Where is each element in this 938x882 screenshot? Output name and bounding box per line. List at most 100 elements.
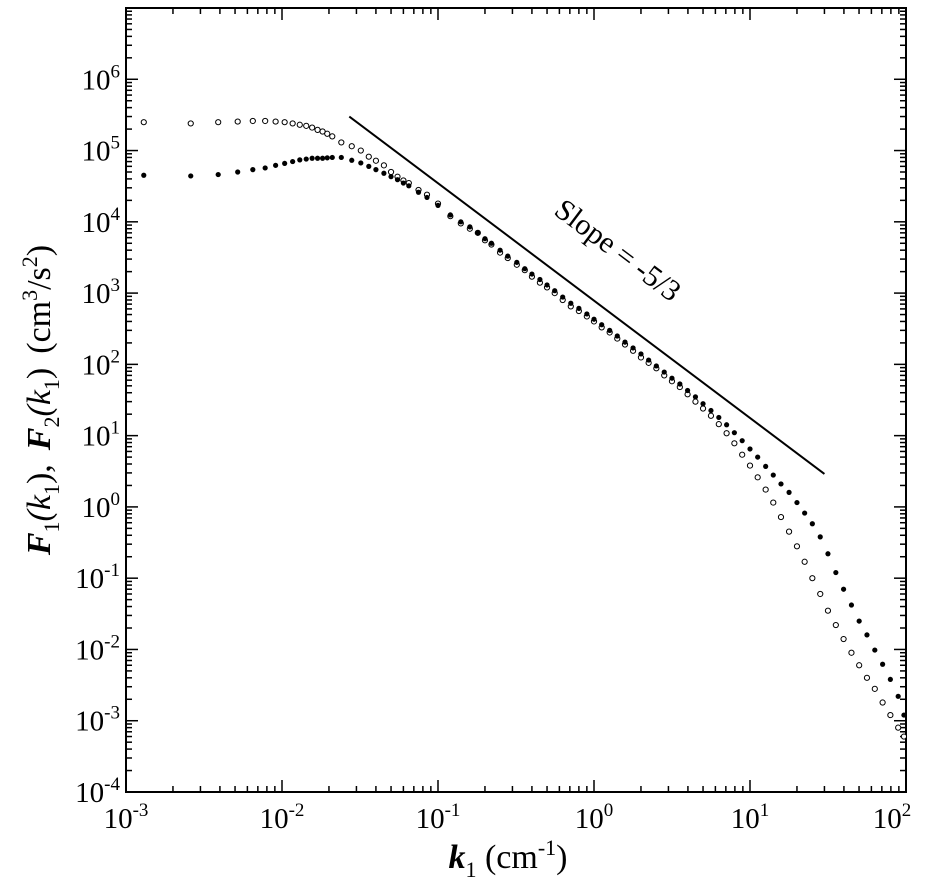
- open-circle-point: [338, 139, 345, 146]
- filled-circle-point: [560, 294, 566, 300]
- open-circle-point: [840, 635, 847, 643]
- filled-circle-point: [576, 305, 582, 311]
- filled-circle-point: [475, 230, 481, 236]
- open-circle-point: [817, 590, 824, 598]
- y-tick-label: 100: [82, 489, 121, 524]
- y-tick-label: 102: [82, 346, 121, 381]
- filled-circle-point: [497, 247, 503, 253]
- y-tick-label: 105: [82, 133, 121, 168]
- y-tick-label: 10-3: [75, 703, 120, 738]
- series-filled-circles: [141, 154, 907, 718]
- filled-circle-point: [273, 162, 279, 168]
- y-tick-label: 10-1: [75, 560, 120, 595]
- y-tick-label: 101: [82, 418, 121, 453]
- filled-circle-point: [568, 300, 574, 306]
- slope-annotation: Slope = -5/3: [548, 193, 687, 309]
- y-tick-label: 106: [82, 61, 121, 96]
- filled-circle-point: [872, 647, 878, 653]
- filled-circle-point: [825, 551, 831, 557]
- x-tick-label: 10-2: [260, 800, 305, 835]
- filled-circle-point: [669, 375, 675, 381]
- open-circle-point: [731, 440, 738, 447]
- open-circle-point: [348, 143, 355, 150]
- open-circle-point: [234, 118, 241, 125]
- open-circle-point: [785, 528, 793, 535]
- plot-frame: [125, 7, 907, 793]
- open-circle-point: [309, 124, 316, 131]
- open-circle-point: [262, 117, 269, 125]
- slope-reference-line: [348, 115, 826, 475]
- y-axis-label: F1(k1),F2(k1)(cm3/s2): [17, 245, 64, 556]
- open-circle-point: [365, 153, 372, 160]
- filled-circle-point: [373, 167, 379, 173]
- filled-circle-point: [400, 180, 406, 186]
- open-circle-point: [762, 486, 769, 493]
- filled-circle-point: [848, 602, 855, 608]
- filled-circle-point: [856, 618, 862, 624]
- filled-circle-point: [901, 712, 907, 718]
- filled-circle-point: [755, 454, 761, 460]
- filled-circle-point: [488, 240, 495, 246]
- filled-circle-point: [415, 189, 422, 195]
- filled-circle-point: [716, 414, 722, 421]
- filled-circle-point: [435, 202, 441, 208]
- filled-circle-point: [188, 173, 194, 179]
- filled-circle-point: [638, 351, 644, 357]
- filled-circle-point: [817, 534, 823, 540]
- open-circle-point: [272, 118, 279, 125]
- filled-circle-point: [661, 369, 667, 375]
- open-circle-point: [324, 130, 331, 137]
- filled-circle-point: [303, 156, 309, 162]
- filled-circle-point: [646, 357, 652, 363]
- filled-circle-point: [607, 327, 613, 333]
- filled-circle-point: [447, 212, 453, 218]
- filled-circle-point: [833, 569, 839, 576]
- filled-circle-point: [809, 521, 815, 527]
- filled-circle-point: [282, 160, 288, 167]
- axis-ticks: [125, 7, 907, 793]
- open-circle-point: [895, 724, 902, 731]
- filled-circle-point: [338, 154, 344, 161]
- filled-circle-point: [314, 155, 321, 161]
- filled-circle-point: [297, 157, 303, 163]
- filled-circle-point: [290, 158, 296, 165]
- open-circle-point: [824, 607, 832, 614]
- filled-circle-point: [584, 311, 590, 317]
- open-circle-point: [801, 558, 808, 565]
- filled-circle-point: [366, 163, 372, 169]
- open-circle-point: [314, 126, 321, 133]
- x-tick-label: 10-1: [416, 800, 461, 835]
- filled-circle-point: [887, 676, 893, 683]
- open-circle-point: [372, 157, 380, 164]
- open-circle-point: [863, 674, 871, 681]
- filled-circle-point: [505, 253, 511, 259]
- open-circle-point: [699, 405, 707, 412]
- open-circle-point: [900, 733, 908, 740]
- open-circle-point: [746, 462, 754, 469]
- open-circle-point: [793, 543, 801, 550]
- filled-circle-point: [544, 282, 550, 288]
- filled-circle-point: [591, 316, 597, 322]
- filled-circle-point: [614, 333, 620, 339]
- filled-circle-point: [324, 155, 330, 161]
- filled-circle-point: [692, 394, 699, 400]
- open-circle-point: [140, 119, 147, 126]
- open-circle-point: [329, 133, 336, 140]
- open-circle-point: [289, 120, 296, 127]
- open-circle-point: [303, 122, 310, 129]
- open-circle-point: [754, 474, 761, 481]
- open-circle-point: [187, 120, 194, 127]
- open-circle-point: [249, 117, 256, 125]
- filled-circle-point: [552, 288, 558, 294]
- filled-circle-point: [700, 401, 706, 407]
- series-open-circles: [140, 117, 908, 740]
- filled-circle-point: [262, 165, 268, 171]
- y-tick-label: 10-4: [75, 774, 120, 809]
- filled-circle-point: [684, 387, 691, 394]
- x-tick-label: 10-3: [104, 800, 149, 835]
- filled-circle-point: [514, 259, 520, 265]
- filled-circle-point: [739, 438, 745, 444]
- open-circle-point: [832, 621, 839, 629]
- filled-circle-point: [802, 510, 808, 516]
